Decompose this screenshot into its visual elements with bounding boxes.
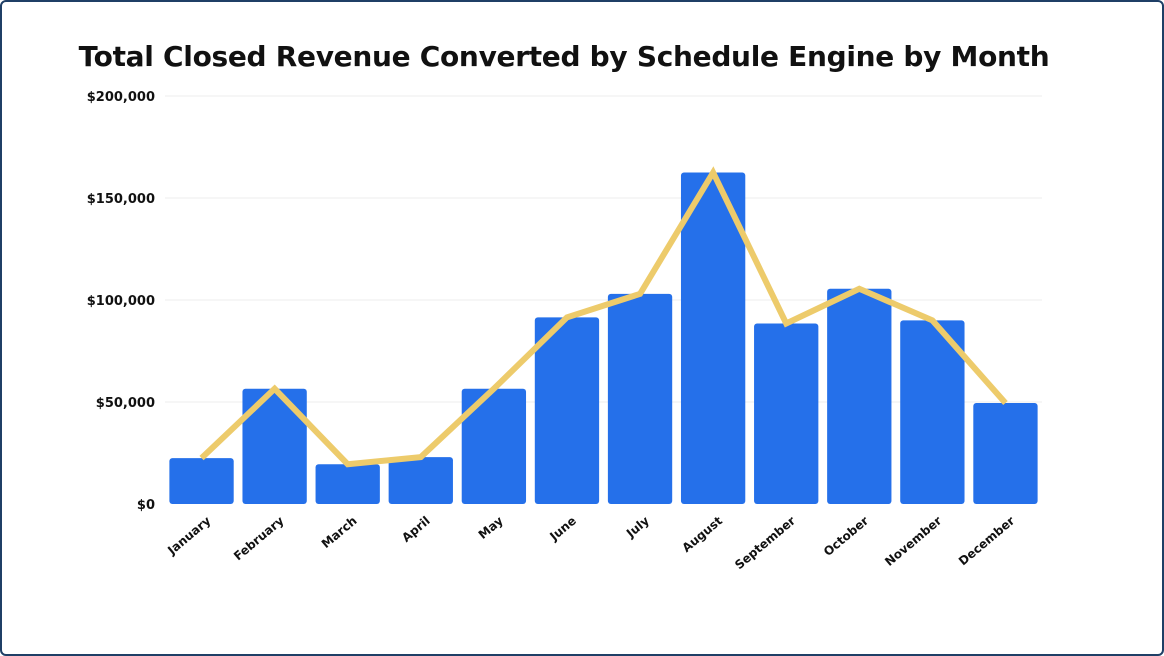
y-tick-label: $200,000	[87, 90, 155, 105]
x-tick-label-august: August	[679, 513, 725, 555]
x-tick-label-july: July	[623, 513, 652, 541]
grid-lines	[165, 95, 1042, 403]
line-series	[199, 166, 1008, 468]
chart-title: Total Closed Revenue Converted by Schedu…	[78, 40, 1050, 73]
x-tick-label-september: September	[732, 514, 798, 573]
x-tick-label-april: April	[399, 514, 433, 545]
x-tick-label-november: November	[882, 514, 944, 569]
bar-october	[827, 288, 892, 504]
x-tick-label-may: May	[476, 513, 506, 542]
x-tick-label-december: December	[956, 514, 1018, 569]
bar-november	[900, 320, 965, 504]
bar-june	[534, 317, 600, 504]
bar-april	[388, 457, 453, 504]
y-tick-label: $150,000	[87, 192, 155, 207]
x-tick-label-february: February	[231, 513, 287, 563]
bar-may	[461, 388, 527, 504]
y-tick-label: $100,000	[87, 294, 155, 309]
bar-january	[169, 458, 234, 504]
x-tick-label-january: January	[164, 513, 213, 558]
x-axis-categories: January February March April May June July Augu…	[164, 513, 1017, 572]
x-tick-label-june: June	[546, 514, 579, 544]
bar-july	[607, 293, 673, 504]
y-tick-label: $0	[137, 498, 155, 513]
bar-december	[973, 403, 1038, 504]
bar-february	[242, 388, 307, 504]
trend-line	[199, 166, 1008, 468]
y-axis-ticks: $0 $50,000 $100,000 $150,000 $200,000	[87, 90, 155, 513]
bar-series	[169, 172, 1038, 504]
y-tick-label: $50,000	[96, 396, 155, 411]
bar-august	[680, 172, 746, 504]
bar-september	[754, 323, 819, 504]
x-tick-label-march: March	[319, 514, 360, 551]
x-tick-label-october: October	[821, 514, 871, 559]
bar-march	[315, 464, 380, 504]
